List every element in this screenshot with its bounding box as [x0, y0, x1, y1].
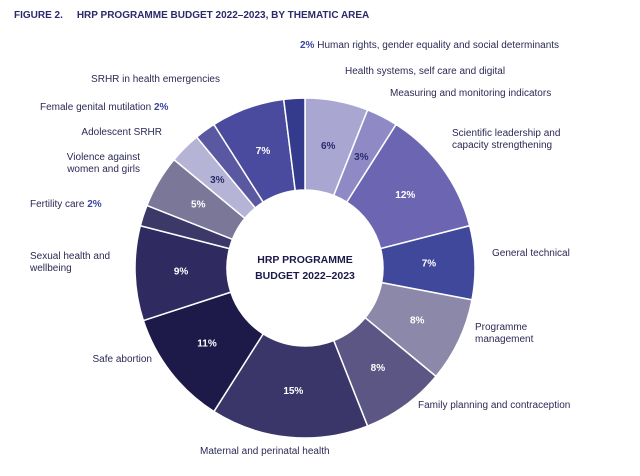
category-label-box: Measuring and monitoring indicators [390, 88, 620, 100]
category-label-box: SRHR in health emergencies [60, 74, 220, 86]
donut-segment [282, 97, 306, 192]
category-label: Maternal and perinatal health [200, 446, 330, 457]
value-label: 2% [300, 40, 315, 51]
category-label: Adolescent SRHR [81, 127, 162, 138]
figure-label: FIGURE 2. [14, 10, 63, 21]
chart-title: HRP PROGRAMME BUDGET 2022–2023, BY THEMA… [76, 10, 370, 21]
category-label: Human rights, gender equality and social… [317, 40, 560, 51]
category-label: SRHR in health emergencies [91, 74, 220, 85]
category-label-box: Female genital mutilation 2% [40, 102, 200, 114]
category-label: Safe abortion [92, 354, 153, 365]
center-label: BUDGET 2022–2023 [255, 270, 355, 282]
category-label-box: Family planning and contraception [418, 400, 628, 412]
value-label: 8% [371, 363, 386, 374]
category-label-box: Scientific leadership and capacity stren… [452, 128, 592, 152]
category-label: Sexual health and wellbeing [30, 251, 111, 274]
category-label: Measuring and monitoring indicators [390, 88, 552, 99]
category-label-box: Sexual health and wellbeing [30, 251, 120, 275]
value-label: 7% [422, 259, 437, 270]
value-label: 9% [174, 267, 189, 278]
title-block: FIGURE 2. HRP PROGRAMME BUDGET 2022–2023… [14, 10, 369, 21]
value-label: 2% [153, 102, 169, 113]
category-label: Scientific leadership and capacity stren… [452, 128, 561, 151]
category-label-box: Programme management [475, 322, 565, 346]
value-label: 12% [395, 190, 415, 201]
category-label-box: Fertility care 2% [30, 199, 150, 211]
category-label: Programme management [475, 322, 534, 345]
donut-segment [212, 332, 369, 439]
value-label: 7% [256, 146, 271, 157]
value-label: 11% [197, 339, 217, 350]
value-label: 3% [210, 175, 225, 186]
value-label: 3% [354, 152, 369, 163]
category-label-box: General technical [492, 248, 592, 260]
category-label: Family planning and contraception [418, 400, 571, 411]
category-label: Female genital mutilation [40, 102, 152, 113]
value-label: 2% [87, 199, 102, 210]
category-label: Fertility care [30, 199, 85, 210]
category-label-box: Violence against women and girls [40, 152, 140, 176]
value-label: 15% [283, 386, 303, 397]
center-label: HRP PROGRAMME [257, 254, 352, 266]
category-label-box: Health systems, self care and digital [345, 66, 545, 78]
category-label-box: Adolescent SRHR [40, 127, 162, 139]
category-label-box: Maternal and perinatal health [200, 446, 400, 458]
category-label-box: 2% Human rights, gender equality and soc… [300, 40, 620, 52]
category-label: Violence against women and girls [66, 152, 140, 175]
category-label: General technical [492, 248, 570, 259]
value-label: 6% [321, 141, 336, 152]
category-label-box: Safe abortion [40, 354, 153, 366]
value-label: 5% [191, 200, 206, 211]
category-label: Health systems, self care and digital [345, 66, 506, 77]
value-label: 8% [410, 315, 425, 326]
